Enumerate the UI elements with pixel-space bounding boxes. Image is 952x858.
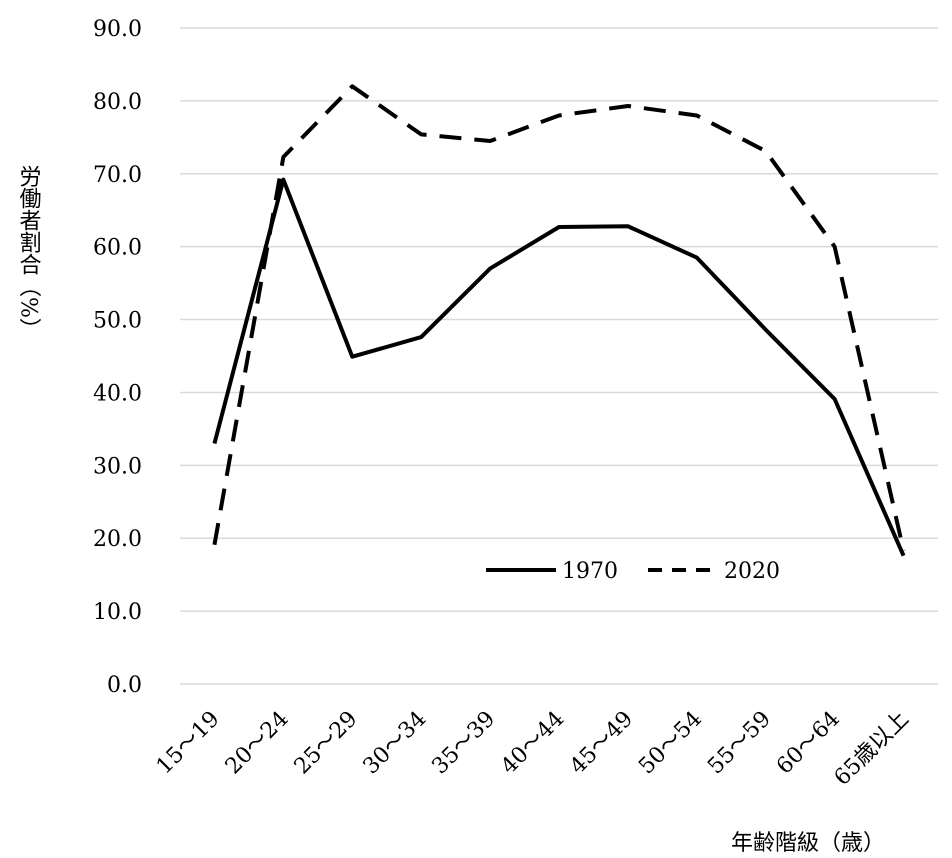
x-tick-label: 40〜44 bbox=[496, 707, 569, 780]
x-tick-label: 20〜24 bbox=[221, 707, 294, 780]
y-tick-label: 40.0 bbox=[93, 381, 142, 406]
series-line-1970 bbox=[212, 177, 906, 557]
series-line-2020 bbox=[212, 84, 906, 552]
x-axis-ticks: 15〜1920〜2425〜2930〜3435〜3940〜4445〜4950〜54… bbox=[152, 707, 914, 791]
x-axis-title: 年齢階級（歳） bbox=[731, 831, 885, 856]
y-tick-label: 60.0 bbox=[93, 236, 142, 261]
gridlines bbox=[180, 27, 938, 685]
legend: 1970 2020 bbox=[486, 559, 780, 584]
y-tick-label: 50.0 bbox=[93, 309, 142, 334]
x-tick-label: 25〜29 bbox=[290, 707, 363, 780]
x-tick-label: 35〜39 bbox=[428, 707, 501, 780]
y-axis-title: 労働者割合（%） bbox=[16, 165, 42, 340]
x-tick-label: 30〜34 bbox=[359, 707, 432, 780]
x-tick-label: 45〜49 bbox=[565, 707, 638, 780]
y-tick-label: 90.0 bbox=[93, 17, 142, 42]
x-tick-label: 50〜54 bbox=[634, 707, 707, 780]
x-tick-label: 15〜19 bbox=[152, 707, 225, 780]
y-tick-label: 0.0 bbox=[107, 673, 142, 698]
y-axis-ticks: 0.0 10.0 20.0 30.0 40.0 50.0 60.0 70.0 80.0 90.0 bbox=[93, 17, 142, 698]
series-lines bbox=[212, 84, 906, 557]
x-tick-label: 55〜59 bbox=[703, 707, 776, 780]
legend-label-1970: 1970 bbox=[562, 559, 618, 584]
y-tick-label: 10.0 bbox=[93, 600, 142, 625]
y-tick-label: 20.0 bbox=[93, 527, 142, 552]
y-tick-label: 80.0 bbox=[93, 90, 142, 115]
legend-label-2020: 2020 bbox=[724, 559, 780, 584]
x-tick-label: 65歳以上 bbox=[830, 707, 914, 791]
y-tick-label: 70.0 bbox=[93, 163, 142, 188]
y-tick-label: 30.0 bbox=[93, 454, 142, 479]
